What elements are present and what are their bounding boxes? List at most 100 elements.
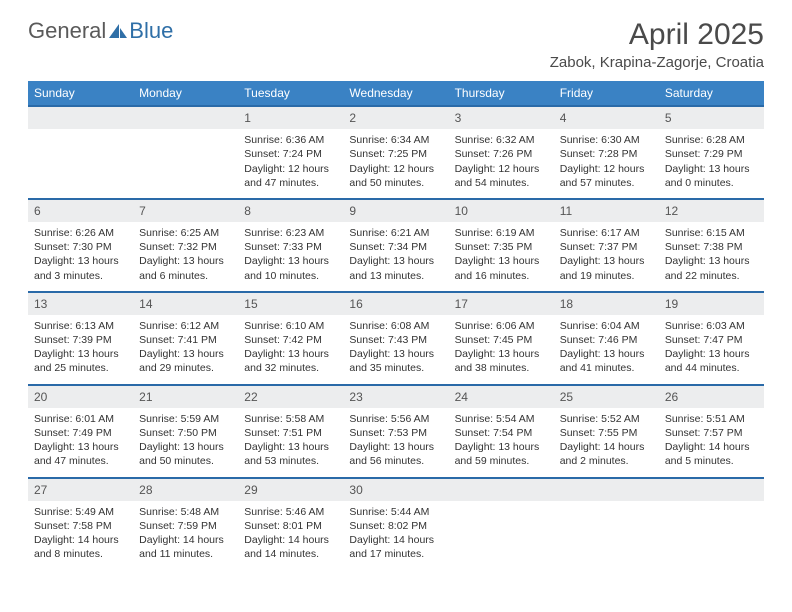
day-number-cell: 5 xyxy=(659,106,764,129)
sunrise-text: Sunrise: 6:25 AM xyxy=(139,226,232,240)
day-detail-row: Sunrise: 6:01 AMSunset: 7:49 PM Daylight:… xyxy=(28,408,764,478)
daylight-text: Daylight: 14 hours and 2 minutes. xyxy=(560,440,653,468)
sunrise-text: Sunrise: 6:15 AM xyxy=(665,226,758,240)
sunrise-text: Sunrise: 6:28 AM xyxy=(665,133,758,147)
sunset-text: Sunset: 7:42 PM xyxy=(244,333,337,347)
sunset-text: Sunset: 7:38 PM xyxy=(665,240,758,254)
sunrise-text: Sunrise: 5:46 AM xyxy=(244,505,337,519)
day-detail-cell: Sunrise: 5:51 AMSunset: 7:57 PMDaylight:… xyxy=(659,408,764,478)
day-number-cell: 21 xyxy=(133,385,238,408)
sunset-text: Sunset: 7:32 PM xyxy=(139,240,232,254)
day-detail-cell: Sunrise: 5:52 AMSunset: 7:55 PMDaylight:… xyxy=(554,408,659,478)
daylight-text: Daylight: 14 hours and 5 minutes. xyxy=(665,440,758,468)
day-number-row: 20212223242526 xyxy=(28,385,764,408)
day-number-cell: 1 xyxy=(238,106,343,129)
day-detail-cell xyxy=(554,501,659,570)
location-subtitle: Zabok, Krapina-Zagorje, Croatia xyxy=(550,54,764,71)
sunset-text: Sunset: 7:59 PM xyxy=(139,519,232,533)
day-detail-cell: Sunrise: 6:25 AMSunset: 7:32 PMDaylight:… xyxy=(133,222,238,292)
weekday-header: Wednesday xyxy=(343,81,448,106)
sunset-text: Sunset: 7:26 PM xyxy=(455,147,548,161)
day-detail-cell: Sunrise: 6:34 AMSunset: 7:25 PMDaylight:… xyxy=(343,129,448,199)
day-detail-cell: Sunrise: 5:58 AMSunset: 7:51 PMDaylight:… xyxy=(238,408,343,478)
day-detail-cell: Sunrise: 6:12 AMSunset: 7:41 PMDaylight:… xyxy=(133,315,238,385)
weekday-header: Tuesday xyxy=(238,81,343,106)
day-number-cell: 18 xyxy=(554,292,659,315)
day-detail-cell: Sunrise: 6:36 AMSunset: 7:24 PMDaylight:… xyxy=(238,129,343,199)
sunset-text: Sunset: 7:35 PM xyxy=(455,240,548,254)
day-detail-cell: Sunrise: 6:17 AMSunset: 7:37 PMDaylight:… xyxy=(554,222,659,292)
day-detail-cell: Sunrise: 6:03 AMSunset: 7:47 PMDaylight:… xyxy=(659,315,764,385)
daylight-text: Daylight: 13 hours and 13 minutes. xyxy=(349,254,442,282)
sunrise-text: Sunrise: 6:03 AM xyxy=(665,319,758,333)
day-number-cell: 23 xyxy=(343,385,448,408)
day-detail-cell: Sunrise: 6:30 AMSunset: 7:28 PMDaylight:… xyxy=(554,129,659,199)
day-number-cell xyxy=(449,478,554,501)
day-detail-row: Sunrise: 5:49 AMSunset: 7:58 PMDaylight:… xyxy=(28,501,764,570)
day-detail-cell: Sunrise: 6:04 AMSunset: 7:46 PMDaylight:… xyxy=(554,315,659,385)
sunset-text: Sunset: 7:49 PM xyxy=(34,426,127,440)
daylight-text: Daylight: 13 hours and 35 minutes. xyxy=(349,347,442,375)
sunrise-text: Sunrise: 6:34 AM xyxy=(349,133,442,147)
day-number-cell: 17 xyxy=(449,292,554,315)
sunset-text: Sunset: 7:33 PM xyxy=(244,240,337,254)
sunset-text: Sunset: 7:46 PM xyxy=(560,333,653,347)
sunrise-text: Sunrise: 6:10 AM xyxy=(244,319,337,333)
daylight-text: Daylight: 13 hours and 59 minutes. xyxy=(455,440,548,468)
day-detail-cell: Sunrise: 5:54 AMSunset: 7:54 PMDaylight:… xyxy=(449,408,554,478)
daylight-text: Daylight: 12 hours and 50 minutes. xyxy=(349,162,442,190)
day-number-cell: 16 xyxy=(343,292,448,315)
day-detail-cell: Sunrise: 6:28 AMSunset: 7:29 PMDaylight:… xyxy=(659,129,764,199)
day-number-cell: 28 xyxy=(133,478,238,501)
sunrise-text: Sunrise: 5:59 AM xyxy=(139,412,232,426)
day-number-cell: 8 xyxy=(238,199,343,222)
day-number-cell: 27 xyxy=(28,478,133,501)
day-number-cell: 9 xyxy=(343,199,448,222)
sunset-text: Sunset: 7:37 PM xyxy=(560,240,653,254)
day-number-cell: 25 xyxy=(554,385,659,408)
day-number-cell: 7 xyxy=(133,199,238,222)
day-detail-cell xyxy=(659,501,764,570)
sunrise-text: Sunrise: 5:56 AM xyxy=(349,412,442,426)
day-number-cell: 4 xyxy=(554,106,659,129)
weekday-header: Saturday xyxy=(659,81,764,106)
daylight-text: Daylight: 13 hours and 38 minutes. xyxy=(455,347,548,375)
day-number-cell: 15 xyxy=(238,292,343,315)
sunrise-text: Sunrise: 6:30 AM xyxy=(560,133,653,147)
day-number-cell: 29 xyxy=(238,478,343,501)
page-title: April 2025 xyxy=(550,18,764,52)
sunrise-text: Sunrise: 6:19 AM xyxy=(455,226,548,240)
day-detail-cell: Sunrise: 5:46 AMSunset: 8:01 PMDaylight:… xyxy=(238,501,343,570)
logo: General Blue xyxy=(28,18,173,44)
logo-sail-icon xyxy=(108,22,128,40)
day-detail-cell: Sunrise: 6:10 AMSunset: 7:42 PMDaylight:… xyxy=(238,315,343,385)
sunrise-text: Sunrise: 6:01 AM xyxy=(34,412,127,426)
daylight-text: Daylight: 12 hours and 47 minutes. xyxy=(244,162,337,190)
sunrise-text: Sunrise: 6:21 AM xyxy=(349,226,442,240)
day-number-cell xyxy=(659,478,764,501)
sunrise-text: Sunrise: 5:58 AM xyxy=(244,412,337,426)
day-detail-cell: Sunrise: 6:01 AMSunset: 7:49 PMDaylight:… xyxy=(28,408,133,478)
day-number-cell: 12 xyxy=(659,199,764,222)
weekday-header: Friday xyxy=(554,81,659,106)
day-detail-cell: Sunrise: 5:49 AMSunset: 7:58 PMDaylight:… xyxy=(28,501,133,570)
day-number-cell xyxy=(554,478,659,501)
sunset-text: Sunset: 7:47 PM xyxy=(665,333,758,347)
daylight-text: Daylight: 13 hours and 32 minutes. xyxy=(244,347,337,375)
day-number-cell: 14 xyxy=(133,292,238,315)
sunrise-text: Sunrise: 6:36 AM xyxy=(244,133,337,147)
title-block: April 2025 Zabok, Krapina-Zagorje, Croat… xyxy=(550,18,764,71)
daylight-text: Daylight: 14 hours and 17 minutes. xyxy=(349,533,442,561)
day-detail-cell: Sunrise: 6:21 AMSunset: 7:34 PMDaylight:… xyxy=(343,222,448,292)
sunset-text: Sunset: 7:55 PM xyxy=(560,426,653,440)
sunset-text: Sunset: 7:39 PM xyxy=(34,333,127,347)
day-detail-cell xyxy=(449,501,554,570)
logo-text-blue: Blue xyxy=(129,18,173,44)
day-number-cell: 19 xyxy=(659,292,764,315)
logo-text-general: General xyxy=(28,18,106,44)
daylight-text: Daylight: 13 hours and 3 minutes. xyxy=(34,254,127,282)
day-detail-cell: Sunrise: 6:26 AMSunset: 7:30 PMDaylight:… xyxy=(28,222,133,292)
sunrise-text: Sunrise: 6:13 AM xyxy=(34,319,127,333)
day-number-row: 6789101112 xyxy=(28,199,764,222)
day-number-cell: 13 xyxy=(28,292,133,315)
